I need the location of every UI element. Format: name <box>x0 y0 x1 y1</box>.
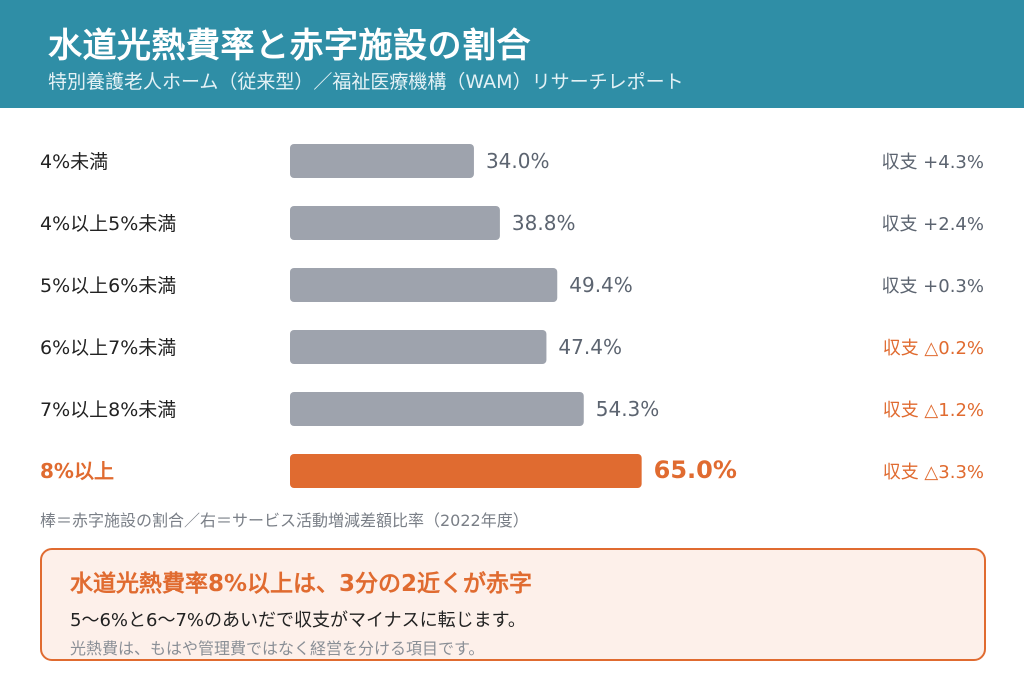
category-label: 4%以上5%未満 <box>40 213 176 235</box>
margin-label: 収支 △3.3% <box>883 462 984 483</box>
callout-box: 水道光熱費率8%以上は、3分の2近くが赤字 5〜6%と6〜7%のあいだで収支がマ… <box>40 548 986 661</box>
chart-footnote: 棒＝赤字施設の割合／右＝サービス活動増減差額比率（2022年度） <box>40 511 529 530</box>
category-label: 7%以上8%未満 <box>40 399 176 421</box>
margin-label: 収支 △1.2% <box>883 400 984 421</box>
bar <box>290 392 584 426</box>
page-subtitle: 特別養護老人ホーム（従来型）／福祉医療機構（WAM）リサーチレポート <box>48 71 684 93</box>
category-label: 6%以上7%未満 <box>40 337 176 359</box>
category-label: 4%未満 <box>40 151 108 173</box>
value-label: 38.8% <box>512 211 576 235</box>
callout-text-secondary: 光熱費は、もはや管理費ではなく経営を分ける項目です。 <box>70 639 485 658</box>
category-label: 8%以上 <box>40 459 114 483</box>
margin-label: 収支 +0.3% <box>881 276 984 297</box>
margin-label: 収支 △0.2% <box>883 338 984 359</box>
value-label: 54.3% <box>596 397 660 421</box>
category-label: 5%以上6%未満 <box>40 275 176 297</box>
value-label: 49.4% <box>569 273 633 297</box>
value-label: 65.0% <box>654 456 737 484</box>
callout-text-primary: 5〜6%と6〜7%のあいだで収支がマイナスに転じます。 <box>70 610 526 631</box>
bar <box>290 454 642 488</box>
callout-title: 水道光熱費率8%以上は、3分の2近くが赤字 <box>70 571 533 597</box>
margin-label: 収支 +4.3% <box>881 152 984 173</box>
bar-chart: 4%未満 34.0% 収支 +4.3% 4%以上5%未満 38.8% 収支 +2.4% 5%… <box>40 144 984 488</box>
margin-label: 収支 +2.4% <box>881 214 984 235</box>
value-label: 34.0% <box>486 149 550 173</box>
bar <box>290 330 547 364</box>
value-label: 47.4% <box>558 335 622 359</box>
header-banner: 水道光熱費率と赤字施設の割合 特別養護老人ホーム（従来型）／福祉医療機構（WAM… <box>0 0 1024 108</box>
bar <box>290 144 474 178</box>
bar <box>290 206 500 240</box>
bar <box>290 268 558 302</box>
page-title: 水道光熱費率と赤字施設の割合 <box>48 26 531 66</box>
